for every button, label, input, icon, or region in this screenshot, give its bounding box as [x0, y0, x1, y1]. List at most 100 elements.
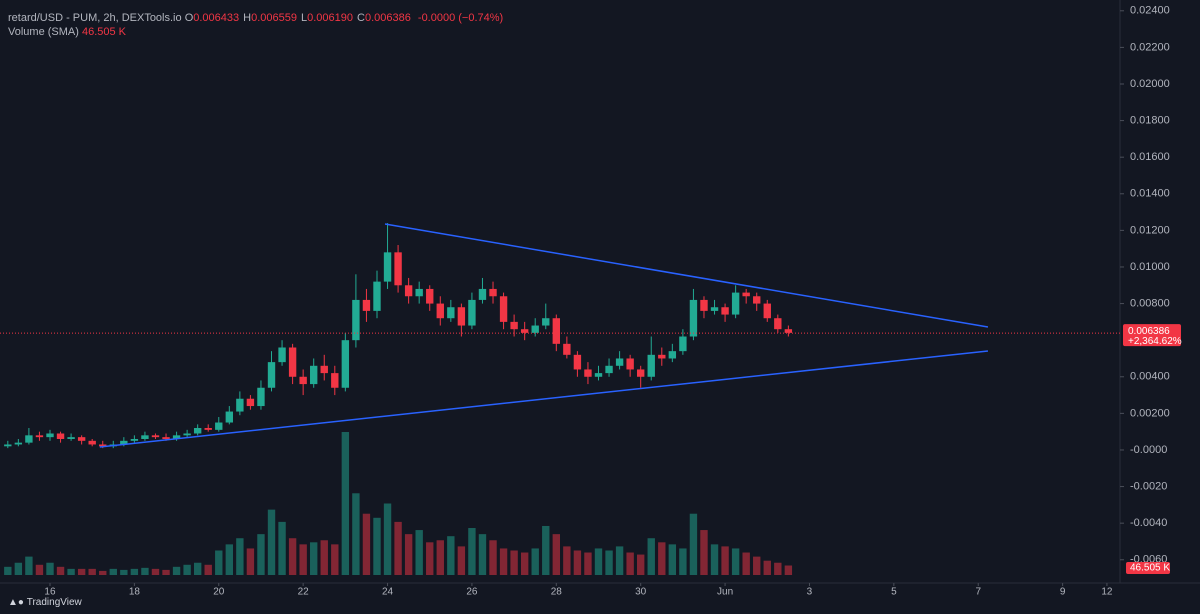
candle-body — [4, 444, 12, 447]
candle-body — [563, 343, 571, 355]
volume-bar — [172, 566, 181, 575]
volume-bar — [668, 544, 677, 575]
candle-body — [520, 329, 529, 333]
candle-body — [774, 318, 782, 330]
volume-bar — [246, 548, 255, 575]
ohlc-value: 0.006433 — [193, 12, 240, 24]
candle-body — [373, 281, 381, 311]
candle-body — [447, 307, 455, 319]
volume-bar — [531, 548, 539, 575]
candle-body — [320, 365, 328, 374]
volume-bar — [615, 546, 624, 575]
volume-bar — [637, 554, 645, 575]
candle-body — [594, 373, 603, 377]
volume-bar — [288, 538, 297, 575]
volume-bar — [183, 564, 191, 575]
x-tick-label: 28 — [551, 587, 563, 598]
volume-bar — [552, 534, 560, 575]
candle-body — [404, 285, 413, 297]
y-tick-label: 0.00200 — [1130, 407, 1170, 419]
x-tick-label: 7 — [975, 587, 981, 598]
x-tick-label: 26 — [466, 587, 478, 598]
legend: retard/USD - PUM, 2h, DEXTools.io O0.006… — [8, 11, 503, 39]
volume-bar — [700, 530, 708, 575]
volume-bar — [25, 556, 33, 575]
volume-bar — [573, 550, 582, 575]
volume-row: Volume (SMA) 46.505 K — [8, 25, 503, 39]
y-tick-label: 0.00800 — [1130, 297, 1170, 309]
candle-body — [35, 435, 44, 438]
volume-bar — [415, 530, 423, 575]
candle-body — [77, 437, 86, 441]
trendline — [384, 223, 989, 328]
x-tick-label: 24 — [382, 587, 394, 598]
candle-body — [141, 435, 149, 439]
candle-body — [489, 288, 497, 297]
volume-bar — [658, 542, 666, 575]
volume-bar — [784, 565, 793, 575]
candle-body — [468, 299, 476, 326]
candle-body — [700, 299, 708, 311]
volume-bar — [215, 550, 223, 575]
candle-body — [46, 433, 54, 438]
candle-body — [626, 358, 634, 370]
candle-body — [14, 442, 23, 445]
y-tick-label: 0.02000 — [1130, 78, 1170, 90]
candle-body — [637, 369, 645, 377]
candle-body — [215, 422, 223, 430]
volume-bar — [56, 566, 65, 575]
y-tick-label: -0.0020 — [1130, 480, 1167, 492]
y-tick-label: -0.0000 — [1130, 444, 1167, 456]
volume-bar — [236, 538, 244, 575]
candle-body — [510, 321, 518, 330]
candle-body — [753, 296, 761, 304]
x-tick-label: 22 — [298, 587, 310, 598]
volume-bar — [225, 544, 234, 575]
volume-bar — [742, 552, 750, 575]
last-price-box — [1123, 324, 1181, 347]
candle-body — [394, 252, 402, 286]
volume-bar — [352, 493, 360, 575]
volume-bar — [99, 570, 107, 575]
candle-body — [615, 358, 624, 366]
candle-body — [658, 354, 666, 359]
candle-body — [172, 435, 181, 439]
ohlc-row: retard/USD - PUM, 2h, DEXTools.io O0.006… — [8, 11, 503, 25]
volume-bar — [710, 544, 719, 575]
x-tick-label: 16 — [44, 587, 56, 598]
last-price-change: +2,364.62% — [1128, 336, 1182, 347]
candle-body — [225, 411, 234, 423]
volume-bar — [520, 552, 529, 575]
volume-value-box — [1126, 562, 1170, 574]
candle-body — [288, 347, 297, 377]
candle-body — [341, 340, 350, 388]
x-tick-label: Jun — [717, 587, 733, 598]
candle-body — [88, 440, 96, 445]
volume-bar — [721, 546, 729, 575]
candle-body — [331, 373, 339, 388]
volume-bar — [373, 517, 381, 575]
volume-bar — [120, 569, 128, 575]
volume-bar — [626, 552, 634, 575]
volume-bar — [77, 568, 86, 575]
volume-bar — [563, 546, 571, 575]
candle-body — [183, 433, 191, 436]
x-tick-label: 18 — [129, 587, 141, 598]
change: -0.0000 (−0.74%) — [417, 12, 504, 24]
volume-bar — [689, 513, 698, 575]
ohlc-label: H — [243, 12, 252, 24]
candle-body — [731, 292, 740, 315]
volume-bar — [35, 564, 44, 575]
candle-body — [299, 376, 307, 385]
candle-body — [383, 252, 392, 282]
volume-bar — [499, 548, 508, 575]
volume-bar — [510, 550, 518, 575]
volume-bar — [109, 568, 117, 575]
x-tick-label: 20 — [213, 587, 225, 598]
volume-bar — [331, 544, 339, 575]
candle-body — [784, 329, 793, 333]
volume-bar — [362, 513, 371, 575]
candle-body — [478, 288, 487, 300]
volume-bar — [310, 542, 318, 575]
